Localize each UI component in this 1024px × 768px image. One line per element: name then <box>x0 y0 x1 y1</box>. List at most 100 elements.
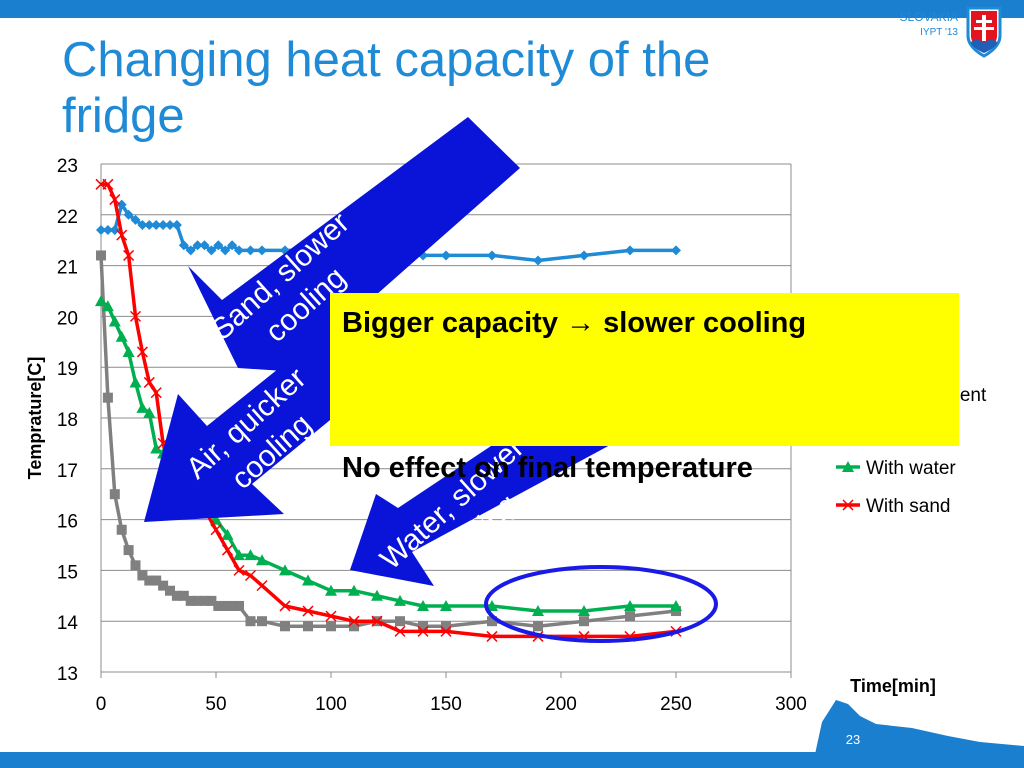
data-point <box>256 580 268 592</box>
x-axis-title: Time[min] <box>850 676 936 696</box>
data-point <box>233 564 245 576</box>
data-point <box>165 585 175 596</box>
data-point <box>233 549 245 561</box>
data-point-stroke <box>486 630 498 642</box>
data-point-stroke <box>394 625 406 637</box>
data-point <box>440 625 452 637</box>
data-point-stroke <box>279 600 291 612</box>
data-point <box>130 214 141 225</box>
y-tick-label: 23 <box>57 156 78 177</box>
callout-box <box>330 293 959 446</box>
x-tick-label: 50 <box>205 694 226 715</box>
data-point <box>671 606 681 617</box>
data-point <box>234 600 244 611</box>
data-point <box>137 219 148 230</box>
data-point-stroke <box>348 615 360 627</box>
data-point <box>210 524 222 536</box>
brand-event: IYPT '13 <box>920 27 958 38</box>
data-point <box>192 240 203 251</box>
data-point-stroke <box>244 569 257 582</box>
data-point <box>244 549 257 561</box>
data-point <box>136 346 148 358</box>
callout-line-1: Bigger capacity → slower cooling <box>342 307 807 339</box>
data-point <box>579 616 589 627</box>
data-point <box>440 599 452 611</box>
data-point <box>116 524 127 535</box>
data-point <box>101 300 114 312</box>
data-point <box>116 199 127 210</box>
data-point <box>532 605 544 617</box>
data-point <box>417 599 429 611</box>
data-point <box>122 345 135 357</box>
y-tick-label: 19 <box>57 359 78 380</box>
mountain-decoration <box>812 700 1024 768</box>
data-point-stroke <box>109 194 121 206</box>
data-point <box>280 621 290 632</box>
data-point-stroke <box>371 615 383 627</box>
data-point <box>325 610 337 622</box>
data-point <box>302 605 314 617</box>
slide-title: Changing heat capacity of the fridge <box>62 33 711 143</box>
data-point <box>95 295 107 307</box>
data-point <box>213 600 224 611</box>
data-point <box>487 250 497 261</box>
data-point <box>178 590 189 601</box>
data-point-stroke <box>325 610 337 622</box>
data-point <box>165 219 175 230</box>
data-point <box>245 616 256 627</box>
data-point <box>136 401 149 413</box>
data-point <box>349 621 359 632</box>
data-point <box>486 630 498 642</box>
data-point <box>227 600 238 611</box>
data-point <box>579 250 589 261</box>
data-point-stroke <box>302 605 314 617</box>
data-point <box>257 616 267 627</box>
data-point <box>533 621 543 632</box>
data-point <box>279 600 291 612</box>
data-point <box>151 575 162 586</box>
data-point <box>109 489 120 500</box>
data-point-stroke <box>233 564 245 576</box>
data-point <box>129 376 142 388</box>
data-point <box>234 245 244 256</box>
data-point <box>348 615 360 627</box>
data-point <box>303 621 313 632</box>
brand-country: SLOVAKIA <box>899 10 958 24</box>
data-point <box>395 616 405 627</box>
data-point <box>325 584 337 596</box>
data-point <box>151 219 162 230</box>
data-point <box>533 255 543 266</box>
data-point <box>441 250 451 261</box>
data-point <box>102 225 113 236</box>
y-tick-label: 18 <box>57 410 78 431</box>
brand-text: SLOVAKIA IYPT '13 <box>900 10 958 40</box>
y-tick-label: 14 <box>57 613 79 634</box>
data-point <box>671 245 681 256</box>
data-point <box>96 225 106 236</box>
data-point-stroke <box>150 387 162 399</box>
top-bar <box>0 0 1024 18</box>
y-axis-title: Temprature[C] <box>25 357 45 480</box>
x-tick-label: 300 <box>775 694 807 715</box>
series-2 <box>95 295 682 617</box>
data-point <box>371 589 383 601</box>
arrow-shape <box>350 400 612 586</box>
data-point <box>624 599 636 611</box>
data-point <box>109 225 120 236</box>
arrow-shape <box>188 117 520 376</box>
x-tick-label: 100 <box>315 694 347 715</box>
legend-item: With water <box>836 458 956 479</box>
data-point <box>130 560 141 571</box>
data-point <box>171 590 182 601</box>
data-point <box>109 194 121 206</box>
data-point-stroke <box>440 625 452 637</box>
data-point <box>418 621 428 632</box>
data-point <box>394 625 406 637</box>
data-point <box>625 245 635 256</box>
y-tick-label: 16 <box>57 512 78 533</box>
data-point <box>143 376 155 388</box>
data-point <box>227 240 238 251</box>
data-point <box>144 575 155 586</box>
y-tick-label: 22 <box>57 207 78 228</box>
